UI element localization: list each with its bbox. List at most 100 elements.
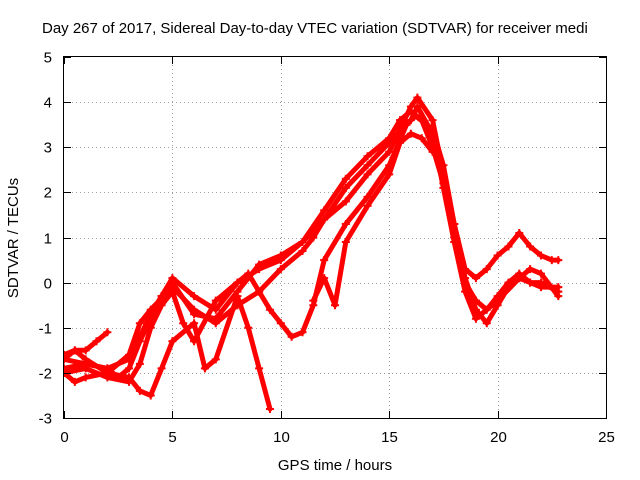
data-point (255, 287, 264, 296)
data-point (428, 147, 437, 156)
data-point (125, 355, 134, 364)
data-point (190, 310, 199, 319)
x-tick-label: 20 (490, 429, 507, 446)
data-point (64, 368, 68, 377)
data-point (157, 364, 166, 373)
data-point (265, 305, 274, 314)
data-point (504, 242, 513, 251)
y-tick-label: 2 (44, 185, 52, 202)
data-point (526, 265, 535, 274)
data-series (64, 93, 563, 413)
data-point (341, 197, 350, 206)
data-point (233, 278, 242, 287)
data-point (554, 256, 563, 265)
data-point (536, 269, 545, 278)
data-point (70, 346, 79, 355)
data-point (471, 296, 480, 305)
data-point (64, 355, 68, 364)
data-point (81, 373, 90, 382)
data-point (341, 219, 350, 228)
x-tick-label: 10 (273, 429, 290, 446)
data-point (385, 147, 394, 156)
data-point (320, 274, 329, 283)
data-point (363, 170, 372, 179)
grid (64, 57, 606, 418)
data-point (471, 314, 480, 323)
data-point (298, 328, 307, 337)
x-tick-label: 15 (381, 429, 398, 446)
data-point (244, 323, 253, 332)
y-tick-label: 1 (44, 231, 52, 248)
data-point (309, 296, 318, 305)
y-tick-label: -3 (39, 411, 52, 428)
series-line-track-7 (64, 329, 110, 362)
data-point (526, 278, 535, 287)
data-point (461, 278, 470, 287)
y-axis-label: SDTVAR / TECUs (5, 178, 22, 298)
data-point (493, 251, 502, 260)
data-point (363, 201, 372, 210)
series-group (64, 93, 563, 413)
data-point (146, 310, 155, 319)
data-point (320, 215, 329, 224)
y-tick-label: 3 (44, 140, 52, 157)
data-point (70, 377, 79, 386)
y-tick-label: 5 (44, 50, 52, 67)
data-point (331, 301, 339, 310)
plot-frame (63, 56, 607, 419)
data-point (146, 323, 155, 332)
data-point (341, 174, 350, 183)
series-line-track-4 (64, 293, 273, 412)
tick-labels: 0 5 10 15 20 25 -3 -2 -1 0 1 2 3 4 5 (39, 50, 615, 447)
data-point (64, 364, 68, 373)
data-point (211, 355, 220, 364)
data-point (363, 152, 372, 161)
data-point (396, 138, 405, 147)
data-point (363, 192, 372, 201)
data-point (439, 179, 448, 188)
data-point (413, 93, 422, 102)
series-line-track-3 (64, 113, 561, 385)
data-point (320, 256, 329, 265)
x-tick-label: 25 (598, 429, 615, 446)
y-tick-label: 0 (44, 276, 52, 293)
data-point (320, 206, 329, 215)
data-point (482, 319, 491, 328)
data-point (211, 296, 220, 305)
data-point (406, 107, 415, 116)
y-tick-label: 4 (44, 95, 52, 112)
data-point (125, 364, 134, 373)
data-point (417, 116, 426, 125)
series-points-track-6 (309, 129, 437, 310)
data-point (309, 233, 318, 242)
data-point (255, 265, 264, 274)
data-point (515, 269, 524, 278)
axis-ticks (64, 57, 607, 419)
data-point (135, 359, 144, 368)
data-point (482, 265, 491, 274)
data-point (265, 404, 274, 413)
data-point (92, 337, 101, 346)
data-point (103, 328, 112, 337)
data-point (536, 278, 545, 287)
x-axis-label: GPS time / hours (278, 457, 392, 474)
data-point (157, 292, 166, 301)
data-point (103, 364, 112, 373)
data-point (255, 364, 264, 373)
data-point (298, 247, 307, 256)
x-tick-label: 0 (60, 429, 68, 446)
data-point (406, 129, 415, 138)
data-point (396, 116, 405, 125)
data-point (526, 242, 535, 251)
data-point (536, 251, 545, 260)
series-line-track-6 (310, 131, 436, 308)
chart-title: Day 267 of 2017, Sidereal Day-to-day VTE… (42, 20, 588, 37)
data-point (439, 161, 448, 170)
data-point (125, 373, 134, 382)
data-point (287, 332, 296, 341)
data-point (276, 319, 285, 328)
data-point (135, 386, 144, 395)
data-point (190, 292, 199, 301)
data-point (298, 238, 307, 247)
data-point (385, 134, 394, 143)
